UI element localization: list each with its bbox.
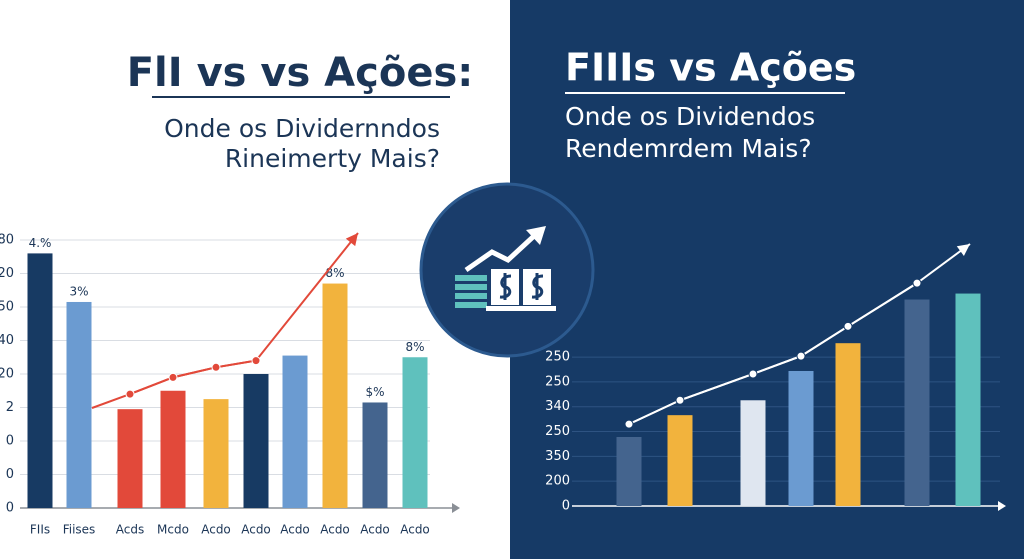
bar	[667, 415, 693, 506]
y-tick-label: 20	[0, 266, 14, 281]
trend-point	[912, 278, 922, 288]
x-tick-label: Acdo	[400, 523, 430, 537]
bar-annotation: 3%	[69, 284, 88, 298]
trend-point	[125, 389, 135, 399]
x-axis-arrow	[452, 503, 460, 513]
right-title: FIIIs vs Ações	[565, 46, 856, 90]
y-tick-label: 50	[0, 300, 14, 315]
bar	[835, 343, 861, 506]
x-tick-label: FIIs	[30, 523, 50, 537]
left-subtitle: Rineimerty Mais?	[225, 144, 440, 173]
bar-annotation: 4.%	[29, 236, 52, 250]
left-title: FlI vs vs Ações:	[127, 50, 474, 96]
bar	[402, 357, 428, 508]
trend-point	[624, 419, 634, 429]
trend-arrow-head	[956, 244, 970, 256]
y-tick-label: 80	[0, 233, 14, 248]
bar	[616, 437, 642, 506]
bar	[203, 399, 229, 508]
trend-point	[843, 321, 853, 331]
y-tick-label: 340	[545, 399, 570, 414]
y-tick-label: 200	[545, 474, 570, 489]
x-tick-label: Acdo	[280, 523, 310, 537]
y-tick-label: 0	[6, 434, 14, 449]
trend-line	[628, 282, 918, 426]
bar	[362, 402, 388, 508]
bar	[740, 400, 766, 506]
trend-point	[675, 395, 685, 405]
x-axis-arrow	[998, 501, 1006, 511]
trend-point	[211, 362, 221, 372]
bar-annotation: $%	[365, 385, 384, 399]
y-tick-label: 2	[6, 400, 14, 415]
y-tick-label: 250	[545, 350, 570, 365]
x-tick-label: Mcdo	[157, 523, 189, 537]
x-tick-label: Acdo	[201, 523, 231, 537]
left-subtitle: Onde os Dividernndos	[164, 114, 440, 143]
y-tick-label: 0	[562, 499, 570, 514]
trend-point	[796, 351, 806, 361]
bar	[904, 299, 930, 506]
badge-coins	[455, 293, 487, 299]
badge-base	[486, 306, 556, 311]
y-tick-label: 350	[545, 449, 570, 464]
x-tick-label: Acdo	[241, 523, 271, 537]
bar	[955, 293, 981, 506]
badge-coins	[455, 302, 487, 308]
trend-line	[129, 359, 257, 396]
bar	[282, 355, 308, 508]
x-tick-label: Fiises	[63, 523, 96, 537]
y-tick-label: 20	[0, 367, 14, 382]
y-tick-label: 0	[6, 501, 14, 516]
right-subtitle: Onde os Dividendos	[565, 102, 815, 131]
bar	[788, 370, 814, 506]
bar-annotation: 8%	[325, 266, 344, 280]
x-tick-label: Acdo	[320, 523, 350, 537]
y-tick-label: 40	[0, 333, 14, 348]
badge-coins	[455, 284, 487, 290]
bar	[243, 374, 269, 508]
badge-coins	[455, 275, 487, 281]
x-tick-label: Acds	[116, 523, 144, 537]
bar-annotation: 8%	[405, 340, 424, 354]
trend-point	[748, 369, 758, 379]
trend-point	[168, 372, 178, 382]
y-tick-label: 250	[545, 374, 570, 389]
bar	[322, 283, 348, 508]
bar	[66, 301, 92, 508]
bar	[117, 409, 143, 508]
badge-dollar	[531, 273, 544, 300]
badge-arrow	[464, 234, 536, 273]
bar	[160, 390, 186, 508]
y-tick-label: 250	[545, 424, 570, 439]
center-badge	[419, 182, 595, 358]
badge-dollar	[499, 273, 512, 300]
x-tick-label: Acdo	[360, 523, 390, 537]
badge-arrow-head	[526, 226, 546, 245]
y-tick-label: 0	[6, 467, 14, 482]
bar	[27, 253, 53, 508]
trend-point	[251, 356, 261, 366]
trend-arrow-head	[345, 233, 358, 247]
charts: 0 0 0 2 20 40 50 20 80 FIIs 4.% Fiises 3% Acds Mcdo Acd…	[0, 232, 1006, 537]
right-subtitle: Rendemrdem Mais?	[565, 134, 812, 163]
